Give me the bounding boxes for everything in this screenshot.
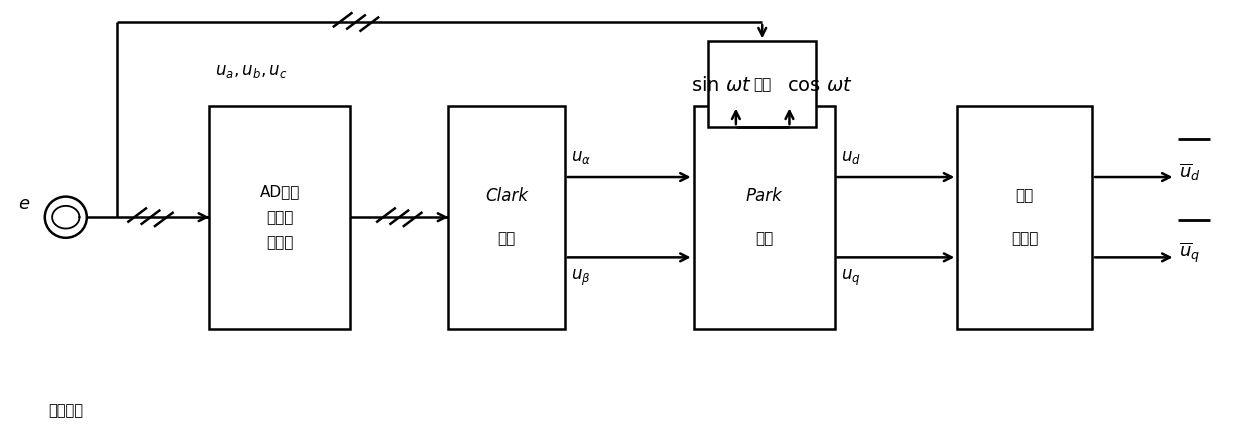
Text: $u_d$: $u_d$ bbox=[841, 148, 861, 166]
Bar bbox=[957, 105, 1092, 329]
Bar bbox=[708, 41, 816, 127]
Text: 三相电网: 三相电网 bbox=[48, 403, 83, 418]
Text: 理电路: 理电路 bbox=[267, 236, 294, 250]
Text: $e$: $e$ bbox=[17, 195, 30, 214]
Bar bbox=[210, 105, 350, 329]
Text: 变换: 变换 bbox=[755, 231, 774, 246]
Text: 和差法: 和差法 bbox=[1011, 231, 1038, 246]
Text: 锁相: 锁相 bbox=[753, 77, 771, 92]
Text: Park: Park bbox=[745, 187, 782, 205]
Text: $u_{\beta}$: $u_{\beta}$ bbox=[570, 268, 590, 288]
Bar bbox=[693, 105, 835, 329]
Text: $\cos\,\omega t$: $\cos\,\omega t$ bbox=[787, 76, 853, 95]
Text: 移相: 移相 bbox=[1016, 188, 1034, 203]
Text: 变换: 变换 bbox=[497, 231, 516, 246]
Text: $\overline{u}_d$: $\overline{u}_d$ bbox=[1179, 162, 1200, 183]
Text: AD采样: AD采样 bbox=[259, 184, 300, 199]
Text: $\sin\,\omega t$: $\sin\,\omega t$ bbox=[691, 76, 751, 95]
Text: $u_a,u_b,u_c$: $u_a,u_b,u_c$ bbox=[216, 62, 288, 80]
Text: Clark: Clark bbox=[485, 187, 528, 205]
Text: $u_q$: $u_q$ bbox=[841, 268, 861, 288]
Bar bbox=[449, 105, 565, 329]
Text: $\overline{u}_q$: $\overline{u}_q$ bbox=[1179, 241, 1200, 265]
Text: 信号调: 信号调 bbox=[267, 210, 294, 225]
Text: $u_{\alpha}$: $u_{\alpha}$ bbox=[570, 148, 591, 166]
